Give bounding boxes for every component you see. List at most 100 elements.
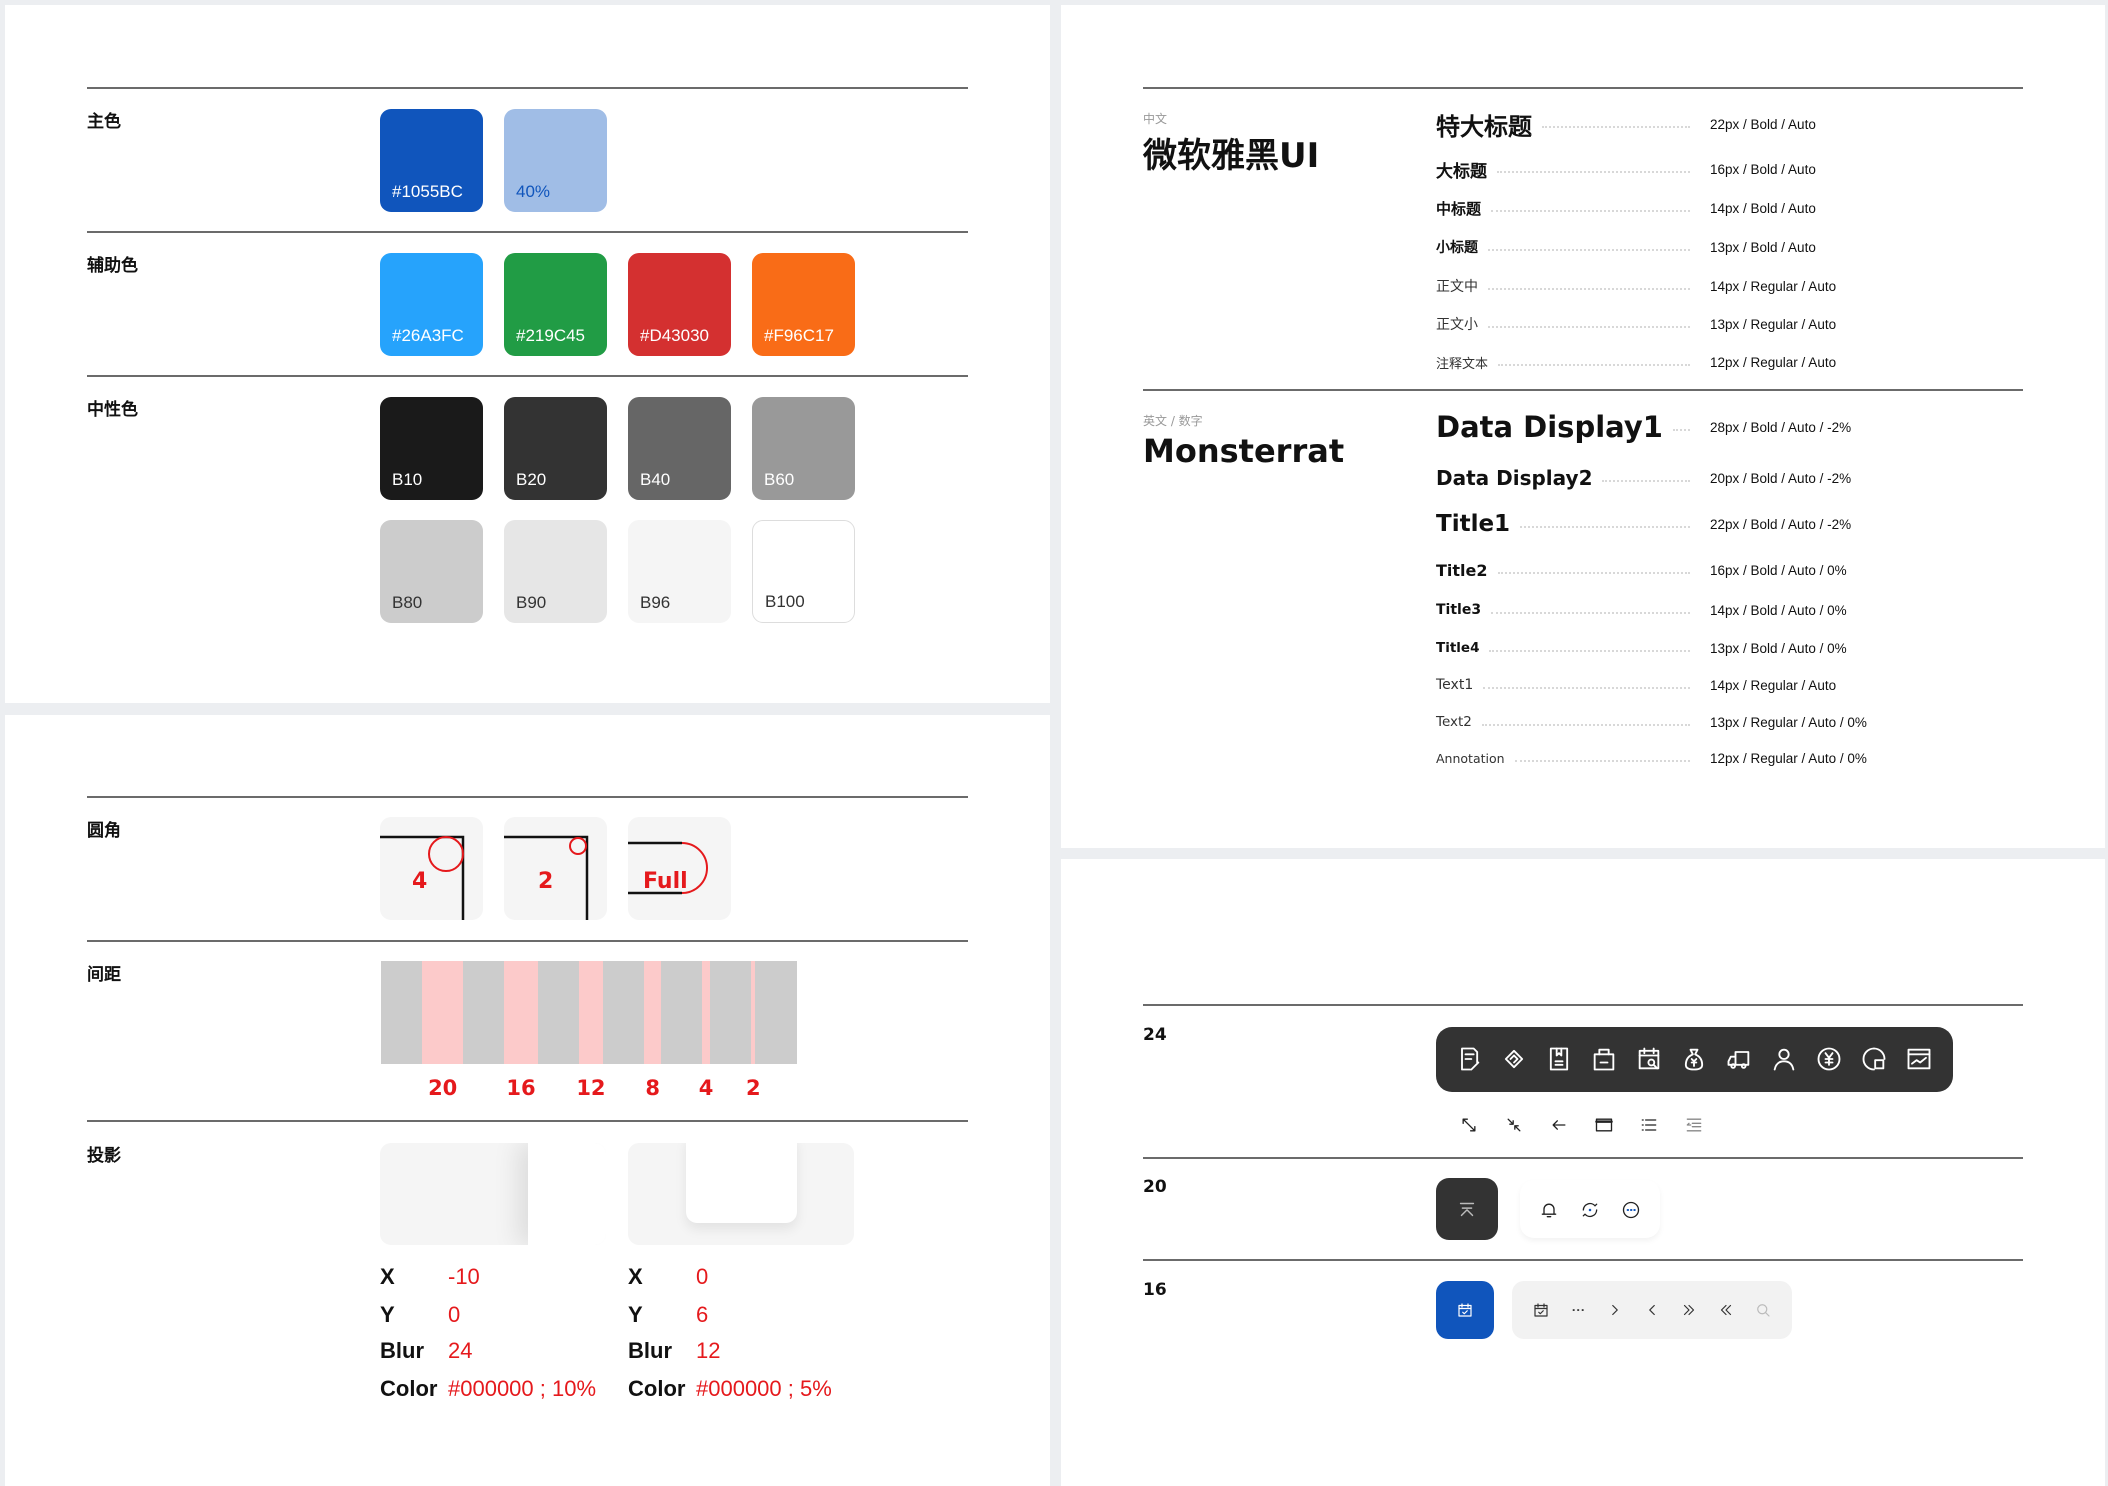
calendar-check-icon[interactable] [1456,1301,1474,1319]
type-sample: 小标题 [1436,240,1478,256]
icons-panel [1061,859,2105,1486]
shadow-spec-value: 24 [448,1338,473,1363]
chevron-right-icon[interactable] [1606,1301,1624,1319]
type-spec-row: 大标题 16px / Bold / Auto [1436,154,2036,184]
type-spec: 22px / Bold / Auto [1710,116,1816,132]
leader-dots [1602,480,1691,482]
swatch-label: #26A3FC [392,326,464,345]
type-spec: 14px / Regular / Auto [1710,278,1837,294]
refresh-icon[interactable] [1580,1200,1600,1220]
chevron-left-icon[interactable] [1643,1301,1661,1319]
divider [87,375,968,377]
shadow-spec-value: -10 [448,1264,480,1289]
type-sample: Title3 [1436,602,1482,618]
to-top-button[interactable] [1436,1178,1498,1240]
type-sample: Data Display1 [1436,410,1663,444]
type-spec-row: 注释文本 12px / Regular / Auto [1436,347,2036,377]
bookmark-document-icon[interactable] [1545,1045,1573,1073]
shadow-card [528,1143,606,1245]
color-swatch: #1055BC [380,109,483,212]
money-bag-icon[interactable] [1680,1045,1708,1073]
swatch-label: #1055BC [392,182,463,201]
divider [87,796,968,798]
collapse-icon[interactable] [1504,1115,1524,1135]
calendar-check-icon[interactable] [1532,1301,1550,1319]
spacing-value: 12 [576,1076,606,1100]
radius-full-sample: Full [628,817,731,920]
double-chevron-left-icon[interactable] [1717,1301,1735,1319]
divider [1143,1157,2023,1159]
divider [87,1120,968,1122]
type-spec-row: 特大标题 22px / Bold / Auto [1436,109,2036,141]
user-icon[interactable] [1770,1045,1798,1073]
divider [1143,1259,2023,1261]
radius-value: Full [643,869,688,894]
edit-document-icon[interactable] [1455,1045,1483,1073]
swatch-label: 40% [516,182,551,201]
swatch-label: B96 [640,593,671,612]
type-spec: 14px / Bold / Auto [1710,200,1816,216]
icon-size-24-label: 24 [1143,1025,1167,1045]
more-circle-icon[interactable] [1621,1200,1641,1220]
type-sample: 中标题 [1436,199,1482,218]
swatch-label: B60 [764,470,795,489]
type-spec-row: Data Display1 28px / Bold / Auto / -2% [1436,410,2036,444]
spacing-gap [751,961,756,1064]
spacing-value: 20 [428,1076,458,1100]
type-spec-row: Text1 14px / Regular / Auto [1436,670,2036,700]
calendar-button[interactable] [1436,1281,1494,1339]
list-icon[interactable] [1639,1115,1659,1135]
swatch-label: B40 [640,470,671,489]
type-spec-row: Annotation 12px / Regular / Auto / 0% [1436,743,2036,773]
divider [1143,389,2023,391]
to-top-icon[interactable] [1456,1198,1478,1220]
color-swatch: B90 [504,520,607,623]
type-spec: 12px / Regular / Auto / 0% [1710,750,1867,766]
leader-dots [1488,288,1690,290]
yen-circle-icon[interactable] [1815,1045,1843,1073]
spacing-value: 8 [645,1076,660,1100]
search-icon[interactable] [1754,1301,1772,1319]
chart-window-icon[interactable] [1905,1045,1933,1073]
divider [1143,1004,2023,1006]
bell-icon[interactable] [1539,1200,1559,1220]
shadow-spec-label: Color [628,1376,686,1401]
shadow-spec-value: 12 [696,1338,721,1363]
spacing-value: 16 [506,1076,536,1100]
swatch-label: #D43030 [640,326,710,345]
calendar-search-icon[interactable] [1635,1045,1663,1073]
truck-icon[interactable] [1725,1045,1753,1073]
pie-chart-icon[interactable] [1860,1045,1888,1073]
window-icon[interactable] [1594,1115,1614,1135]
color-swatch: B40 [628,397,731,500]
handshake-icon[interactable] [1500,1045,1528,1073]
radius-4-sample: 4 [380,817,483,920]
typography-panel [1061,5,2105,848]
swatch-label: B10 [392,470,423,489]
radius-label: 圆角 [87,821,121,841]
ellipsis-icon[interactable] [1569,1301,1587,1319]
type-spec-row: 中标题 14px / Bold / Auto [1436,193,2036,223]
expand-icon[interactable] [1459,1115,1479,1135]
shopping-bag-icon[interactable] [1590,1045,1618,1073]
spacing-gap [422,961,464,1064]
type-sample: Data Display2 [1436,466,1593,490]
type-sample: 特大标题 [1436,112,1532,141]
color-swatch: B20 [504,397,607,500]
arrow-left-icon[interactable] [1549,1115,1569,1135]
spacing-gap [701,961,711,1064]
swatch-label: #219C45 [516,326,586,345]
en-tag: 英文 / 数字 [1143,414,1203,428]
double-chevron-right-icon[interactable] [1680,1301,1698,1319]
indent-icon[interactable] [1684,1115,1704,1135]
type-spec: 13px / Bold / Auto [1710,239,1816,255]
shadow-spec-label: X [628,1264,643,1289]
type-sample: 正文小 [1436,317,1478,333]
en-font-name: Monsterrat [1143,432,1345,470]
radius-value: 4 [412,869,428,894]
shadow-spec-label: Blur [380,1338,424,1363]
icon-pill [1512,1281,1792,1339]
type-spec: 16px / Bold / Auto / 0% [1710,562,1847,578]
type-spec-row: 正文中 14px / Regular / Auto [1436,271,2036,301]
color-swatch: #F96C17 [752,253,855,356]
